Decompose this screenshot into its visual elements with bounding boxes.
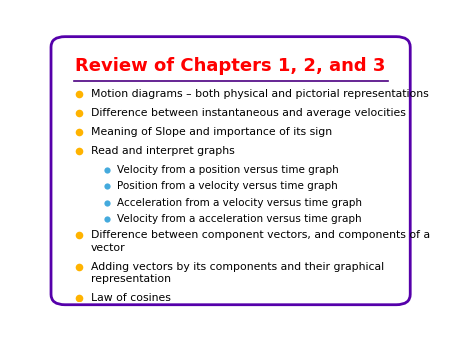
Text: Meaning of Slope and importance of its sign: Meaning of Slope and importance of its s… (91, 127, 332, 137)
Text: Law of cosines: Law of cosines (91, 293, 171, 304)
Text: Review of Chapters 1, 2, and 3: Review of Chapters 1, 2, and 3 (76, 57, 386, 75)
Text: Difference between component vectors, and components of a: Difference between component vectors, an… (91, 231, 430, 241)
Text: vector: vector (91, 243, 126, 253)
Text: Difference between instantaneous and average velocities: Difference between instantaneous and ave… (91, 108, 406, 118)
Text: Acceleration from a velocity versus time graph: Acceleration from a velocity versus time… (117, 198, 362, 208)
FancyBboxPatch shape (51, 37, 410, 305)
Text: Velocity from a acceleration versus time graph: Velocity from a acceleration versus time… (117, 214, 362, 224)
Text: Read and interpret graphs: Read and interpret graphs (91, 146, 235, 156)
Text: representation: representation (91, 274, 171, 285)
Text: Motion diagrams – both physical and pictorial representations: Motion diagrams – both physical and pict… (91, 89, 429, 99)
Text: Velocity from a position versus time graph: Velocity from a position versus time gra… (117, 165, 339, 175)
Text: Position from a velocity versus time graph: Position from a velocity versus time gra… (117, 181, 338, 191)
Text: Adding vectors by its components and their graphical: Adding vectors by its components and the… (91, 262, 384, 272)
